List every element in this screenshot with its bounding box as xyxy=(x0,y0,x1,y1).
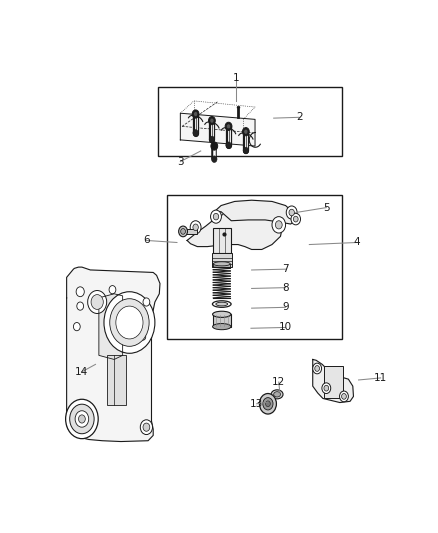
Circle shape xyxy=(211,142,218,150)
Circle shape xyxy=(76,287,84,297)
Circle shape xyxy=(181,229,185,235)
Text: 6: 6 xyxy=(143,236,150,245)
Polygon shape xyxy=(214,200,296,224)
Bar xyxy=(212,314,231,327)
Circle shape xyxy=(66,399,98,439)
Circle shape xyxy=(313,363,321,374)
Circle shape xyxy=(209,136,215,143)
Circle shape xyxy=(263,398,273,410)
Text: 5: 5 xyxy=(323,203,330,213)
Circle shape xyxy=(88,290,107,313)
Bar xyxy=(212,253,232,267)
Text: 11: 11 xyxy=(374,373,387,383)
Circle shape xyxy=(265,401,270,407)
Circle shape xyxy=(190,221,201,234)
Circle shape xyxy=(143,298,150,306)
Circle shape xyxy=(193,130,198,136)
Ellipse shape xyxy=(271,390,283,399)
Text: 10: 10 xyxy=(279,322,292,333)
Circle shape xyxy=(342,393,346,399)
Polygon shape xyxy=(67,267,160,441)
Circle shape xyxy=(225,122,232,131)
Ellipse shape xyxy=(212,324,231,330)
Bar xyxy=(213,264,230,267)
Ellipse shape xyxy=(212,311,231,317)
Text: 7: 7 xyxy=(282,264,289,274)
Circle shape xyxy=(78,415,85,423)
Circle shape xyxy=(243,127,249,136)
Circle shape xyxy=(272,216,286,233)
Circle shape xyxy=(91,295,103,309)
Circle shape xyxy=(116,306,143,339)
Circle shape xyxy=(226,124,230,129)
Text: 8: 8 xyxy=(282,282,289,293)
Bar xyxy=(212,228,231,253)
Polygon shape xyxy=(187,207,282,249)
Ellipse shape xyxy=(213,262,230,266)
Ellipse shape xyxy=(274,392,280,397)
Circle shape xyxy=(140,420,152,434)
Circle shape xyxy=(322,383,331,393)
Polygon shape xyxy=(313,359,353,402)
Circle shape xyxy=(179,226,187,237)
Circle shape xyxy=(244,129,248,134)
Text: 9: 9 xyxy=(282,302,289,312)
Text: 3: 3 xyxy=(177,157,184,167)
Circle shape xyxy=(339,391,348,402)
Circle shape xyxy=(194,111,198,117)
Text: 12: 12 xyxy=(272,377,286,387)
Text: 13: 13 xyxy=(250,399,263,409)
Circle shape xyxy=(315,366,320,372)
Circle shape xyxy=(259,393,276,414)
Circle shape xyxy=(286,206,297,219)
Polygon shape xyxy=(99,294,123,359)
Text: 2: 2 xyxy=(296,112,303,122)
Bar xyxy=(184,229,197,235)
Circle shape xyxy=(110,298,149,346)
Circle shape xyxy=(243,147,249,154)
Circle shape xyxy=(109,286,116,294)
Circle shape xyxy=(210,118,214,123)
Circle shape xyxy=(211,210,222,223)
Circle shape xyxy=(70,404,94,434)
Bar xyxy=(107,356,126,405)
Ellipse shape xyxy=(216,302,228,306)
Circle shape xyxy=(291,213,300,225)
Circle shape xyxy=(208,117,215,125)
Bar xyxy=(158,86,342,156)
Circle shape xyxy=(140,334,146,340)
Bar xyxy=(167,195,342,339)
Text: 4: 4 xyxy=(353,238,360,247)
Circle shape xyxy=(104,292,155,353)
Circle shape xyxy=(75,411,88,427)
Circle shape xyxy=(143,423,150,431)
Circle shape xyxy=(293,216,298,222)
Circle shape xyxy=(77,302,84,310)
Circle shape xyxy=(213,213,219,220)
Ellipse shape xyxy=(212,301,231,308)
Circle shape xyxy=(212,156,217,163)
Circle shape xyxy=(192,110,199,118)
Circle shape xyxy=(226,142,231,149)
Circle shape xyxy=(276,221,282,229)
Circle shape xyxy=(74,322,80,330)
Text: 1: 1 xyxy=(233,74,240,83)
Circle shape xyxy=(324,385,328,391)
Polygon shape xyxy=(180,113,255,146)
Bar xyxy=(324,366,343,399)
Circle shape xyxy=(289,209,294,216)
Circle shape xyxy=(193,224,198,231)
Text: 14: 14 xyxy=(75,367,88,377)
